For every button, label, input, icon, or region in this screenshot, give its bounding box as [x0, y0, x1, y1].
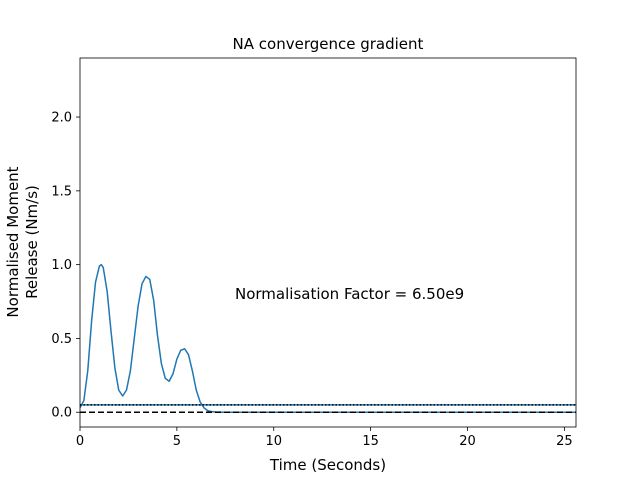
y-axis-label-line-2: Release (Nm/s) [23, 185, 41, 299]
x-tick-label: 10 [265, 434, 282, 449]
x-tick-label: 15 [362, 434, 379, 449]
y-tick-label: 1.0 [51, 258, 72, 273]
x-axis-label: Time (Seconds) [269, 456, 386, 474]
x-tick-label: 20 [459, 434, 476, 449]
series-line-solid-0 [80, 263, 576, 413]
axes-frame [79, 57, 577, 428]
x-tick-label: 5 [173, 434, 181, 449]
series-group [80, 263, 576, 413]
y-tick-label: 0.5 [51, 332, 72, 347]
normalisation-annotation: Normalisation Factor = 6.50e9 [235, 285, 464, 303]
y-tick-label: 1.5 [51, 184, 72, 199]
plot-area: 0 5 10 15 20 25 0.0 0.5 1.0 1.5 2.0 Normalisation F… [51, 57, 577, 449]
chart-title: NA convergence gradient [233, 35, 424, 53]
x-tick-label: 25 [556, 434, 573, 449]
x-tick-label: 0 [76, 434, 84, 449]
y-axis-label-line-1: Normalised Moment [4, 166, 22, 317]
y-tick-label: 2.0 [51, 111, 72, 126]
y-tick-label: 0.0 [51, 406, 72, 421]
